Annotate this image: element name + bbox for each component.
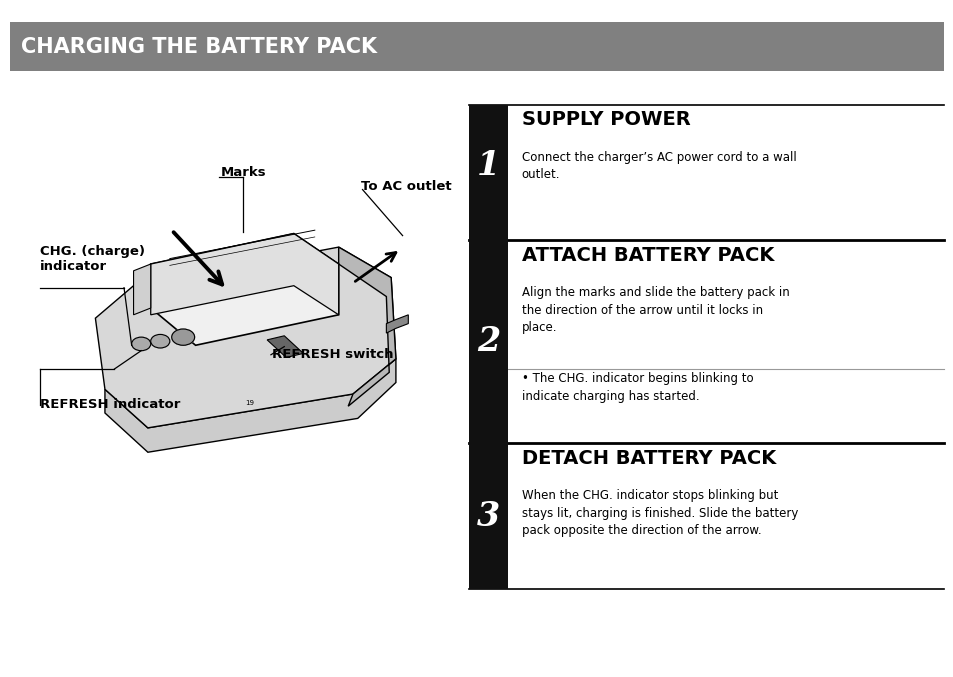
- Text: When the CHG. indicator stops blinking but
stays lit, charging is finished. Slid: When the CHG. indicator stops blinking b…: [521, 489, 798, 538]
- Text: SUPPLY POWER: SUPPLY POWER: [521, 110, 690, 129]
- Text: REFRESH switch: REFRESH switch: [272, 348, 393, 362]
- Text: CHG. (charge)
indicator: CHG. (charge) indicator: [40, 245, 145, 274]
- Text: Align the marks and slide the battery pack in
the direction of the arrow until i: Align the marks and slide the battery pa…: [521, 286, 789, 334]
- Polygon shape: [105, 359, 395, 452]
- Text: Connect the charger’s AC power cord to a wall
outlet.: Connect the charger’s AC power cord to a…: [521, 151, 796, 181]
- Text: CHARGING THE BATTERY PACK: CHARGING THE BATTERY PACK: [21, 37, 376, 57]
- Text: Marks: Marks: [220, 166, 266, 179]
- Bar: [469, 443, 507, 589]
- Polygon shape: [267, 336, 303, 357]
- Polygon shape: [386, 315, 408, 333]
- Circle shape: [132, 337, 151, 351]
- Polygon shape: [151, 234, 338, 345]
- Bar: [10, 22, 943, 71]
- Circle shape: [151, 334, 170, 348]
- Polygon shape: [338, 247, 395, 406]
- Bar: [469, 105, 507, 240]
- Polygon shape: [151, 234, 338, 315]
- Text: 2: 2: [476, 326, 499, 358]
- Text: REFRESH indicator: REFRESH indicator: [40, 398, 180, 412]
- Text: 1: 1: [476, 150, 499, 182]
- Text: To AC outlet: To AC outlet: [360, 180, 451, 194]
- Circle shape: [172, 329, 194, 345]
- Text: DETACH BATTERY PACK: DETACH BATTERY PACK: [521, 449, 776, 468]
- Text: ATTACH BATTERY PACK: ATTACH BATTERY PACK: [521, 246, 774, 265]
- Polygon shape: [133, 264, 151, 315]
- Text: • The CHG. indicator begins blinking to
indicate charging has started.: • The CHG. indicator begins blinking to …: [521, 372, 753, 403]
- Bar: [469, 240, 507, 443]
- Polygon shape: [95, 247, 395, 428]
- Text: 19: 19: [245, 400, 254, 406]
- Text: 3: 3: [476, 500, 499, 533]
